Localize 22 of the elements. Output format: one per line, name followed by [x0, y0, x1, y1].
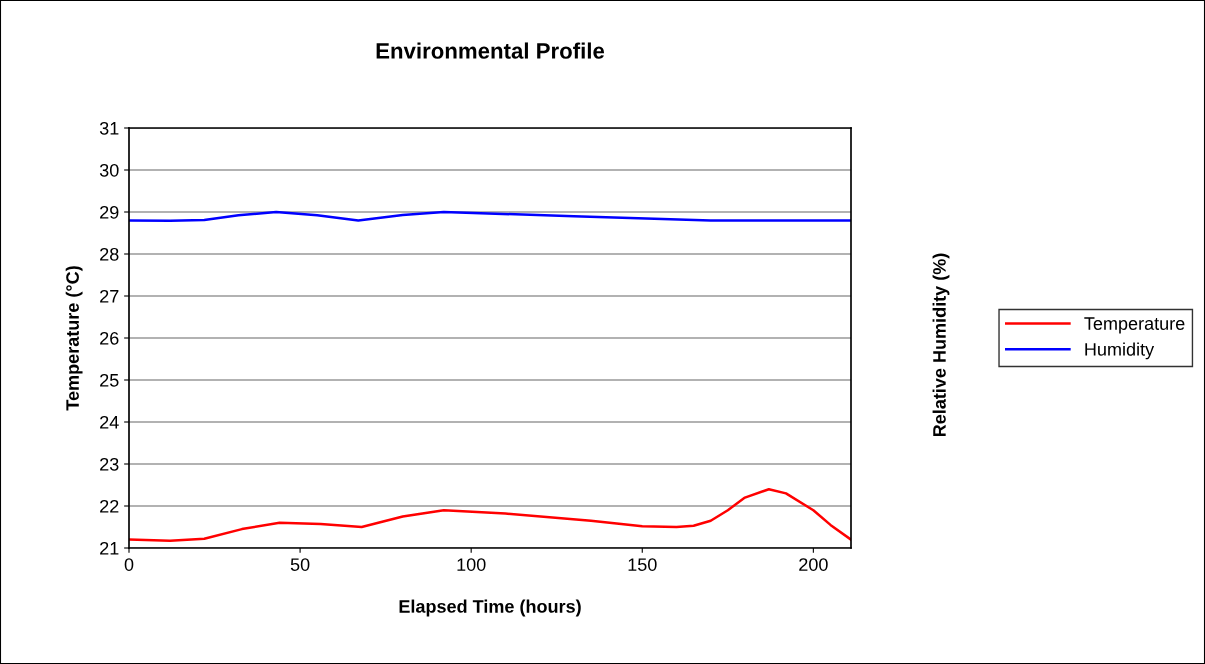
x-tick-label: 100: [457, 558, 486, 571]
y-tick-label: 28: [100, 247, 119, 261]
chart-title: Environmental Profile: [376, 42, 605, 59]
legend-label: Humidity: [1085, 342, 1155, 360]
y-tick-label: 24: [100, 415, 119, 429]
x-axis-title: Elapsed Time (hours): [399, 599, 581, 617]
legend-label: Temperature: [1084, 317, 1185, 334]
y-tick-label: 31: [99, 121, 119, 135]
y2-axis-title: Relative Humidity (%): [932, 253, 950, 437]
y-tick-label: 29: [100, 205, 119, 219]
x-tick-label: 150: [628, 558, 657, 571]
y-tick-label: 23: [100, 457, 119, 471]
x-tick-label: 200: [799, 558, 828, 571]
y-tick-label: 30: [99, 163, 119, 177]
y-tick-label: 22: [100, 499, 119, 513]
y-tick-label: 26: [100, 331, 119, 345]
y-tick-label: 27: [100, 289, 119, 303]
x-tick-label: 0: [124, 558, 134, 571]
y-axis-title: Temperature (°C): [65, 266, 83, 411]
x-tick-label: 50: [290, 558, 310, 571]
y-tick-label: 21: [100, 541, 119, 555]
y-tick-label: 25: [100, 373, 119, 387]
